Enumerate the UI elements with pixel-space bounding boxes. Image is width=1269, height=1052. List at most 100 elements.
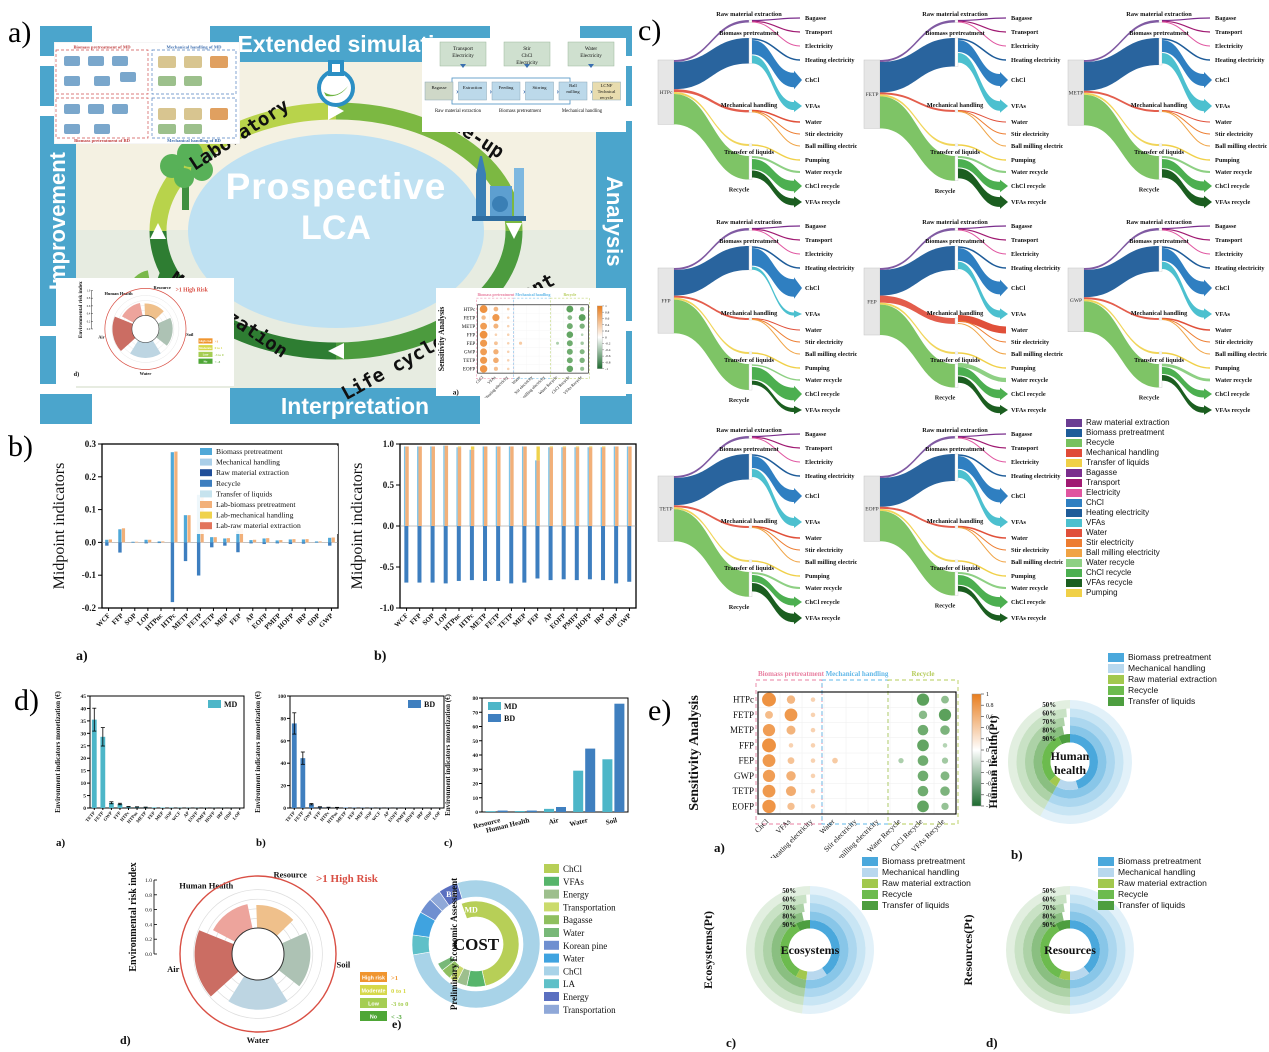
rect-shape	[418, 446, 422, 526]
text-shape: 0.6	[605, 317, 610, 321]
rect-shape	[544, 915, 559, 925]
circle-shape	[494, 333, 498, 336]
legend-swatch	[1066, 418, 1082, 427]
legend-item: Mechanical handling	[1098, 867, 1207, 877]
legend-swatch	[1066, 428, 1082, 437]
text-shape: MEP	[213, 611, 230, 628]
rect-shape	[158, 56, 176, 68]
rect-shape	[1158, 109, 1163, 113]
path-shape	[751, 436, 801, 449]
text-shape: Ball milling electricity	[1215, 143, 1267, 150]
path-shape	[1084, 38, 1159, 91]
path-shape	[1162, 53, 1204, 112]
path-shape	[476, 156, 486, 174]
text-shape: SOP	[363, 810, 373, 820]
text-shape: EOFP	[387, 810, 399, 823]
text-shape: FETP	[733, 710, 754, 720]
path-shape	[130, 340, 161, 358]
text-shape: ChCl recycle	[805, 183, 840, 190]
text-shape: 70	[473, 710, 479, 716]
rect-shape	[627, 526, 632, 582]
rect-shape	[587, 526, 592, 580]
text-shape: TETP	[85, 810, 97, 823]
text-shape: 0	[283, 806, 286, 812]
path-shape	[957, 20, 1007, 33]
text-shape: 50	[473, 739, 479, 745]
inset-process-svg: TransportElectricityStirChClElectricityW…	[422, 38, 626, 132]
rect-shape	[573, 770, 584, 812]
rect-shape	[509, 526, 514, 584]
circle-shape	[941, 695, 949, 704]
sankey-METP: METP Raw material extraction Biomass pretr…	[1062, 8, 1269, 216]
path-shape	[752, 575, 794, 606]
text-shape: Bagasse	[1215, 15, 1237, 22]
rect-shape	[131, 541, 135, 543]
text-shape: GWP	[464, 349, 475, 355]
pt-donut-svg: Resources 50% 60%70% 80%90% Resources(Pt) d)	[961, 886, 1134, 1050]
circle-shape	[762, 754, 776, 768]
text-shape: 0	[605, 335, 607, 339]
text-shape: Air	[98, 334, 104, 339]
rect-shape	[522, 526, 527, 583]
path-shape	[957, 228, 1007, 241]
rect-shape	[574, 526, 579, 581]
text-shape: SOP	[421, 611, 437, 627]
rect-shape	[748, 19, 753, 23]
text-shape: Stir	[523, 46, 531, 52]
legend-swatch	[1098, 856, 1114, 866]
text-shape: FEP	[228, 611, 244, 627]
sankey-svg-GWP: GWP Raw material extraction Biomass pretre…	[1067, 219, 1269, 415]
path-shape	[1070, 734, 1098, 789]
text-shape: 80%	[782, 914, 796, 921]
text-shape: Water recycle	[1011, 169, 1048, 176]
text-shape: MD	[224, 700, 238, 709]
rect-shape	[252, 539, 257, 543]
text-shape: 1.0	[383, 439, 395, 449]
rect-shape	[236, 542, 240, 553]
circle-shape	[480, 356, 488, 364]
text-shape: 0.6	[145, 908, 152, 914]
text-shape: Raw material extraction	[716, 11, 782, 18]
rect-shape	[183, 515, 188, 543]
text-shape: 0 to 1	[215, 346, 223, 350]
path-shape	[958, 367, 1000, 399]
text-shape: 60	[473, 725, 479, 731]
legend-label: Biomass pretreatment	[1086, 428, 1165, 437]
text-shape: Recycle	[729, 397, 750, 404]
text-shape: Korean pine	[563, 941, 607, 951]
midpoint-svg: -1.0-0.50.00.51.0WCFFFPSOPLOPHTPncHTPcME…	[349, 439, 637, 664]
cost-donut: BD MD COST ChCl VFAs Energy Transportation Baga…	[392, 856, 654, 1039]
rect-shape	[360, 985, 387, 995]
rect-shape	[497, 446, 501, 526]
text-shape: 50%	[782, 888, 796, 895]
inset-sens-scaled: Biomass pretreatment Mechanical handling R…	[436, 288, 624, 405]
text-shape: -1.0	[380, 603, 395, 613]
text-shape: Transport	[1011, 445, 1039, 452]
rect-shape	[291, 723, 297, 808]
circle-shape	[494, 341, 498, 346]
text-shape: AP	[382, 810, 390, 818]
rect-shape	[470, 446, 475, 450]
path-shape	[1204, 195, 1212, 209]
rect-shape	[597, 305, 603, 369]
path-shape	[1162, 375, 1204, 413]
path-shape	[437, 955, 456, 971]
text-shape: Stir electricity	[805, 547, 844, 554]
text-shape: Bagasse	[431, 85, 446, 90]
text-shape: HTPc	[660, 90, 673, 96]
text-shape: Ball milling electricity	[805, 143, 857, 150]
rect-shape	[626, 446, 629, 526]
circle-shape	[111, 295, 180, 363]
legend-label: Raw material extraction	[1118, 878, 1207, 888]
rect-shape	[148, 539, 152, 543]
legend-label: Biomass pretreatment	[1128, 652, 1212, 662]
text-shape: Water recycle	[1215, 377, 1252, 384]
path-shape	[958, 456, 1000, 503]
path-shape	[1000, 487, 1008, 505]
circle-shape	[940, 725, 950, 735]
text-shape: VFAs	[805, 311, 820, 318]
text-shape: >1 High Risk	[316, 873, 379, 885]
rect-shape	[575, 446, 580, 448]
text-shape: METP	[730, 725, 754, 735]
